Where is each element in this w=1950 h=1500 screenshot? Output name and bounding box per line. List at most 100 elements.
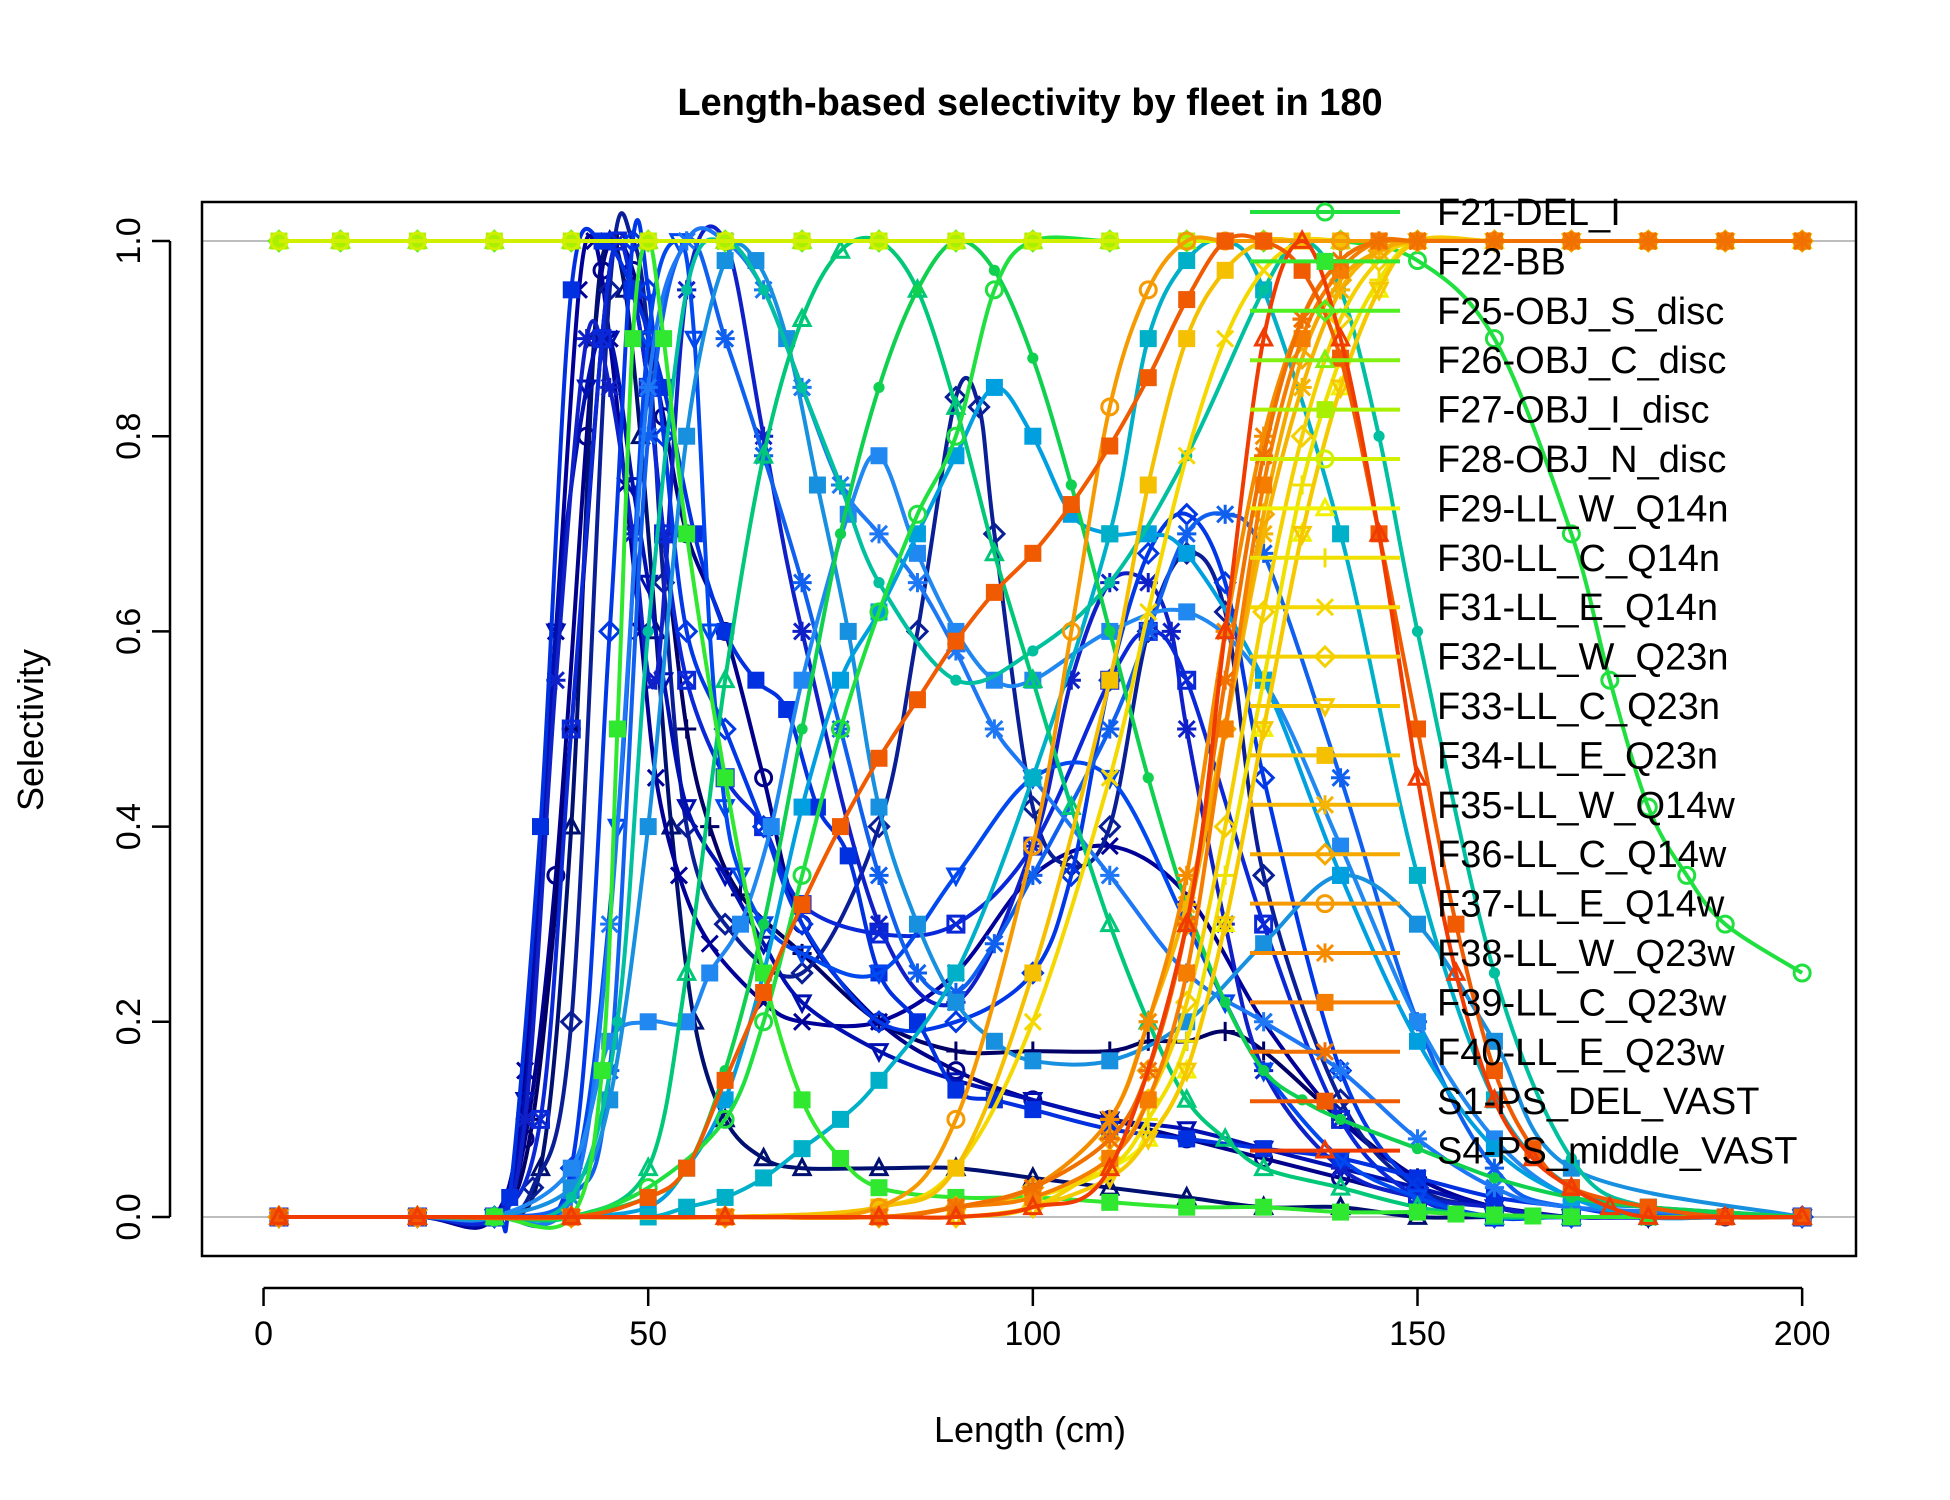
y-tick-label: 0.6 [110,608,148,655]
data-point [1061,621,1081,641]
data-point [1253,721,1275,742]
data-point [988,264,1000,276]
legend-marker [1315,598,1335,617]
data-point [1178,1130,1196,1148]
data-point [1484,231,1505,251]
data-point [1100,719,1120,739]
data-point [1254,914,1274,934]
data-point [1638,797,1658,817]
data-point [1258,1064,1270,1077]
data-point [1291,525,1313,546]
data-point [945,1204,967,1225]
data-point [945,394,967,415]
data-point [598,619,622,644]
data-point [716,1188,734,1206]
data-point [562,281,580,299]
data-point [1254,543,1274,563]
data-point [623,524,643,544]
data-point [1408,1203,1426,1221]
data-point [1023,231,1043,251]
data-point [1254,426,1274,446]
data-point [1139,476,1157,494]
data-point [1485,1206,1503,1224]
data-point [868,1043,890,1064]
data-point [1024,544,1042,562]
data-point [1715,231,1735,251]
data-point [1214,1126,1236,1147]
data-point [1408,1013,1426,1031]
data-point [1251,863,1276,888]
data-point [1213,814,1237,839]
data-point [1062,496,1080,514]
data-point [678,1159,696,1177]
data-point [561,719,581,739]
data-point [908,915,926,933]
data-point [1139,1091,1157,1109]
data-point [1638,231,1658,251]
data-point [1332,1203,1350,1221]
data-point [600,377,620,398]
data-point [911,284,924,296]
data-point [1253,326,1275,347]
data-point [1561,231,1581,251]
data-point [792,621,812,642]
x-tick-label: 0 [254,1315,273,1353]
data-point [637,1156,659,1177]
data-point [946,914,966,934]
data-point [637,330,659,351]
legend-item: F38-LL_W_Q23w [1250,933,1735,975]
plot-frame [200,200,1858,1258]
data-point [1100,231,1120,251]
data-point [1407,1129,1428,1149]
data-point [577,329,597,349]
data-point [639,1013,657,1031]
data-point [792,231,812,251]
data-point [676,799,698,820]
data-point [1098,814,1122,839]
data-point [1484,329,1504,349]
y-tick-label: 1.0 [110,217,148,264]
data-point [1138,621,1158,642]
data-point [1178,330,1196,348]
series-line [278,238,1803,1225]
data-point [1215,670,1235,690]
data-point [559,1010,583,1034]
data-point [715,1109,735,1129]
data-point [753,426,774,446]
data-point [1714,1204,1736,1225]
data-point [1792,963,1812,983]
data-point [1178,252,1196,270]
data-point [1291,229,1313,249]
data-point [1059,863,1084,888]
y-axis-label: Selectivity [10,649,51,811]
data-point [1715,914,1735,934]
data-point [1100,768,1119,787]
legend-marker [1313,644,1337,669]
legend-label: F34-LL_E_Q23n [1437,735,1718,777]
legend-label: F30-LL_C_Q14n [1437,538,1720,580]
data-point [1368,281,1390,302]
data-point [757,918,770,930]
data-point [1254,1012,1274,1032]
legend-item: F36-LL_C_Q14w [1250,834,1727,876]
data-point [1488,1172,1501,1184]
data-point [831,719,851,739]
data-point [869,602,889,622]
data-point [947,1081,965,1099]
legend-marker [1313,299,1337,323]
data-point [1332,525,1350,543]
data-point [608,720,626,738]
legend-label: F35-LL_W_Q14w [1437,785,1735,827]
data-point [870,1179,888,1197]
data-point [1178,291,1196,309]
legend-item: F31-LL_E_Q14n [1250,587,1718,629]
legend-label: F33-LL_C_Q23n [1437,686,1720,728]
data-point [1484,1158,1505,1178]
x-tick-label: 200 [1774,1315,1831,1353]
data-point [1027,352,1039,364]
data-point [832,1110,850,1128]
data-point [1178,544,1196,562]
data-point [762,818,780,836]
data-point [792,1012,812,1031]
data-point [755,984,773,1001]
